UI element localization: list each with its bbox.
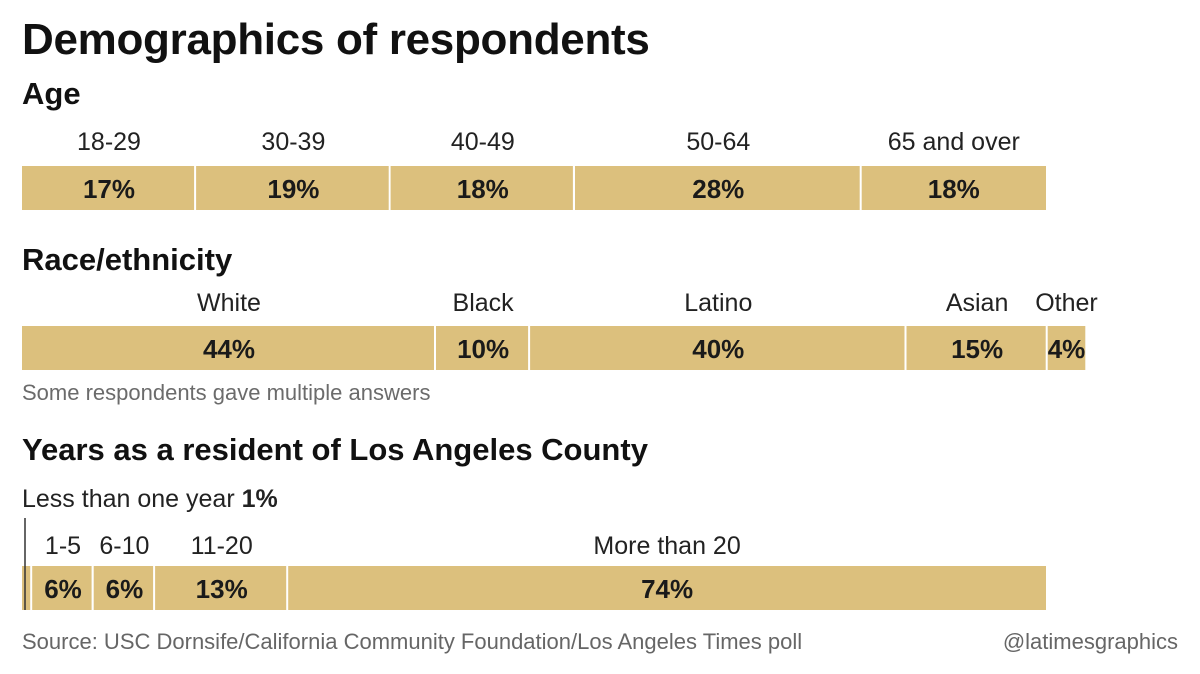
residency-bar-3 (155, 566, 287, 610)
race-category-label-1: Black (453, 289, 515, 317)
age-bar-0 (22, 166, 195, 210)
residency-category-label-2: 6-10 (99, 532, 149, 560)
age-bar-3 (575, 166, 860, 210)
residency-category-label-3: 11-20 (191, 532, 253, 560)
age-category-label-1: 30-39 (261, 128, 325, 156)
race-value-label-0: 44% (203, 334, 255, 364)
residency-bar-1 (32, 566, 92, 610)
less-than-one-year-value: 1% (241, 485, 278, 513)
race-bar-3 (906, 326, 1046, 370)
race-value-label-3: 15% (951, 334, 1003, 364)
residency-value-label-3: 13% (196, 574, 248, 604)
race-value-label-4: 4% (1048, 334, 1086, 364)
residency-category-label-1: 1-5 (45, 532, 81, 560)
residency-bar-2 (93, 566, 154, 610)
residency-bar-0 (22, 566, 31, 610)
race-category-label-3: Asian (946, 289, 1009, 317)
source-note: Source: USC Dornsife/California Communit… (22, 629, 803, 654)
race-category-label-0: White (197, 289, 261, 317)
race-note: Some respondents gave multiple answers (22, 380, 431, 405)
chart-title: Demographics of respondents (22, 15, 650, 64)
residency-bar-4 (288, 566, 1046, 610)
race-bar-0 (22, 326, 434, 370)
residency-value-label-4: 74% (641, 574, 693, 604)
race-category-label-2: Latino (684, 289, 752, 317)
age-category-label-3: 50-64 (686, 128, 750, 156)
age-category-label-2: 40-49 (451, 128, 515, 156)
residency-category-label-4: More than 20 (593, 532, 740, 560)
residency-value-label-1: 6% (44, 574, 82, 604)
age-value-label-3: 28% (692, 174, 744, 204)
race-section-title: Race/ethnicity (22, 242, 233, 277)
age-section-title: Age (22, 76, 81, 111)
credit-note: @latimesgraphics (1002, 629, 1178, 654)
race-value-label-1: 10% (457, 334, 509, 364)
race-value-label-2: 40% (692, 334, 744, 364)
less-than-one-year-label: Less than one year 1% (22, 484, 278, 514)
age-category-label-0: 18-29 (77, 128, 141, 156)
age-category-label-4: 65 and over (888, 128, 1020, 156)
race-bar-4 (1047, 326, 1086, 370)
residency-section-title: Years as a resident of Los Angeles Count… (22, 432, 648, 467)
age-bar-1 (196, 166, 389, 210)
age-bar-2 (390, 166, 573, 210)
age-value-label-1: 19% (267, 174, 319, 204)
age-value-label-0: 17% (83, 174, 135, 204)
race-bar-2 (530, 326, 905, 370)
age-value-label-4: 18% (928, 174, 980, 204)
residency-value-label-2: 6% (106, 574, 144, 604)
race-bar-1 (436, 326, 529, 370)
age-value-label-2: 18% (457, 174, 509, 204)
age-bar-4 (861, 166, 1046, 210)
race-category-label-4: Other (1035, 289, 1098, 317)
less-than-one-year-category: Less than one year (22, 485, 235, 513)
